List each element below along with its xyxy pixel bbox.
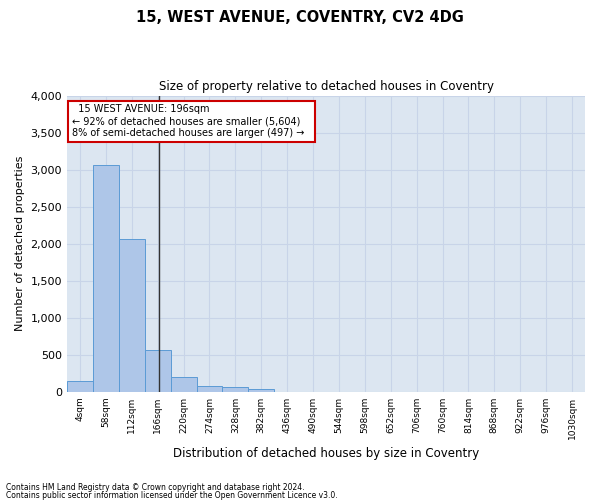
Bar	[223, 388, 248, 392]
Text: 15, WEST AVENUE, COVENTRY, CV2 4DG: 15, WEST AVENUE, COVENTRY, CV2 4DG	[136, 10, 464, 25]
Bar	[170, 376, 197, 392]
Bar	[197, 386, 223, 392]
Text: 15 WEST AVENUE: 196sqm
← 92% of detached houses are smaller (5,604)
8% of semi-d: 15 WEST AVENUE: 196sqm ← 92% of detached…	[72, 104, 311, 138]
Bar	[67, 382, 93, 392]
Title: Size of property relative to detached houses in Coventry: Size of property relative to detached ho…	[158, 80, 494, 93]
Text: Contains HM Land Registry data © Crown copyright and database right 2024.: Contains HM Land Registry data © Crown c…	[6, 484, 305, 492]
X-axis label: Distribution of detached houses by size in Coventry: Distribution of detached houses by size …	[173, 447, 479, 460]
Bar	[248, 388, 274, 392]
Bar	[145, 350, 170, 392]
Text: Contains public sector information licensed under the Open Government Licence v3: Contains public sector information licen…	[6, 490, 338, 500]
Bar	[93, 165, 119, 392]
Y-axis label: Number of detached properties: Number of detached properties	[15, 156, 25, 332]
Bar	[119, 239, 145, 392]
